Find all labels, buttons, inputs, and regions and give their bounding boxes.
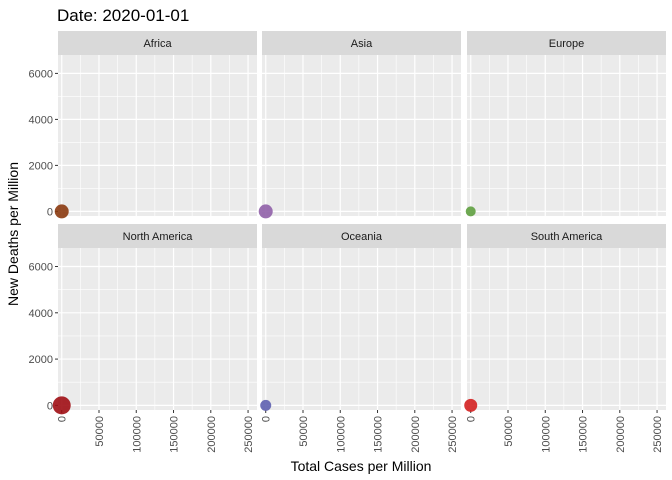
data-point-asia: [258, 204, 273, 219]
x-tick-label: 100000: [540, 416, 552, 453]
facet-strip-europe: [467, 31, 666, 55]
panel-background-europe: [467, 55, 666, 216]
x-tick-label: 150000: [169, 416, 181, 453]
x-tick-label: 100000: [131, 416, 143, 453]
facet-north-america: North America 0 2000 4000 6000 0 50000 100000 15…: [29, 224, 257, 453]
panel-background-asia: [262, 55, 461, 216]
data-point-africa: [54, 204, 69, 219]
x-tick-label: 150000: [578, 416, 590, 453]
x-tick-label: 150000: [373, 416, 385, 453]
x-tick-label: 250000: [652, 416, 664, 453]
facet-label-asia: Asia: [351, 38, 373, 50]
y-tick-label: 6000: [29, 262, 53, 274]
panel-background-south-america: [467, 248, 666, 410]
facet-asia: Asia: [258, 31, 461, 219]
facet-label-africa: Africa: [143, 38, 172, 50]
facet-south-america: South America 0 50000 100000 150000 200000 250…: [464, 224, 666, 453]
x-tick-label: 100000: [335, 416, 347, 453]
x-tick-label: 50000: [94, 416, 106, 447]
facet-strip-asia: [262, 31, 461, 55]
y-tick-label: 2000: [29, 160, 53, 172]
facet-label-oceania: Oceania: [341, 231, 383, 243]
y-axis-title: New Deaths per Million: [5, 162, 21, 306]
panel-background-africa: [58, 55, 257, 216]
facet-europe: Europe: [465, 31, 666, 217]
y-tick-label: 0: [47, 206, 53, 218]
x-tick-label: 50000: [298, 416, 310, 447]
facet-strip-north-america: [58, 224, 257, 248]
x-tick-label: 200000: [410, 416, 422, 453]
facet-label-south-america: South America: [531, 231, 603, 243]
facet-strip-oceania: [262, 224, 461, 248]
y-tick-label: 6000: [29, 68, 53, 80]
y-tick-label: 0: [47, 400, 53, 412]
chart-title: Date: 2020-01-01: [57, 6, 189, 25]
data-point-south-america: [464, 398, 478, 412]
facet-strip-south-america: [467, 224, 666, 248]
data-point-oceania: [260, 399, 272, 411]
facet-grid: Africa 0 2000 4000 6000 Asia Europe North Ameri…: [29, 31, 666, 453]
y-tick-label: 4000: [29, 308, 53, 320]
x-axis-title: Total Cases per Million: [291, 458, 432, 474]
x-tick-label: 200000: [615, 416, 627, 453]
facet-label-north-america: North America: [123, 231, 194, 243]
panel-background-north-america: [58, 248, 257, 410]
y-tick-label: 2000: [29, 354, 53, 366]
x-tick-label: 200000: [206, 416, 218, 453]
x-tick-label: 250000: [447, 416, 459, 453]
facet-label-europe: Europe: [549, 38, 584, 50]
data-point-europe: [465, 206, 476, 217]
facet-africa: Africa 0 2000 4000 6000: [29, 31, 257, 219]
y-tick-label: 4000: [29, 114, 53, 126]
x-tick-label: 250000: [243, 416, 255, 453]
x-tick-label: 0: [57, 416, 69, 422]
panel-background-oceania: [262, 248, 461, 410]
x-tick-label: 0: [261, 416, 273, 422]
x-tick-label: 0: [466, 416, 478, 422]
facet-strip-africa: [58, 31, 257, 55]
facet-oceania: Oceania 0 50000 100000 150000 200000 250000: [260, 224, 461, 453]
data-point-north-america: [52, 396, 71, 415]
x-tick-label: 50000: [503, 416, 515, 447]
